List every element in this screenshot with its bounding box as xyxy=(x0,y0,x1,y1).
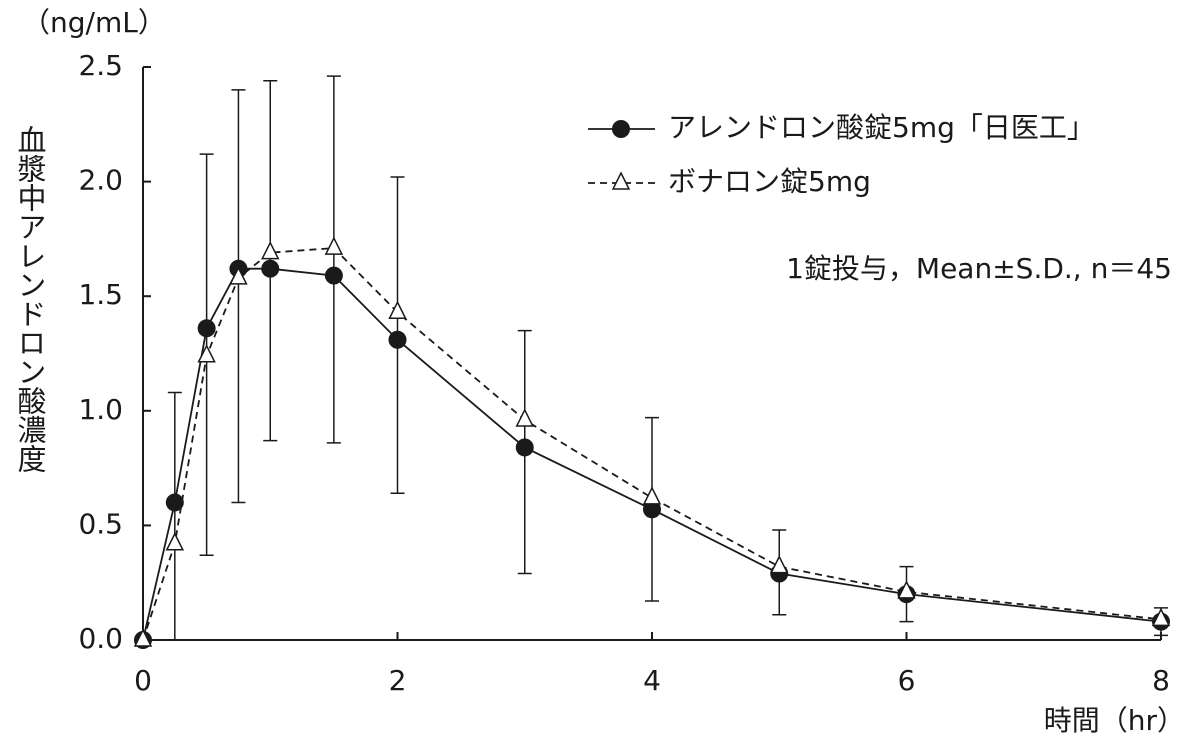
y-tick-label: 1.0 xyxy=(78,393,123,426)
y-tick-label: 2.5 xyxy=(78,49,123,82)
point xyxy=(197,344,216,363)
point xyxy=(643,500,661,519)
legend-label: アレンドロン酸錠5mg「日医工」 xyxy=(668,111,1095,144)
error-bar xyxy=(167,391,182,641)
point xyxy=(642,486,662,505)
point xyxy=(388,300,407,319)
x-tick-label: 2 xyxy=(389,664,407,697)
x-tick-label: 8 xyxy=(1152,664,1170,697)
point xyxy=(388,330,407,349)
point xyxy=(261,259,280,278)
point xyxy=(897,580,916,599)
y-axis-label: 血漿中アレンドロン酸濃度 xyxy=(13,125,47,473)
point xyxy=(324,266,343,285)
point xyxy=(165,532,185,551)
error-bar xyxy=(326,75,341,444)
point xyxy=(770,554,789,574)
error-bar xyxy=(231,89,246,504)
y-unit: （ng/mL） xyxy=(22,6,166,39)
point xyxy=(229,266,248,285)
y-tick-label: 1.5 xyxy=(78,278,123,311)
point xyxy=(1151,607,1171,627)
y-tick-label: 0.0 xyxy=(78,622,123,655)
y-tick-label: 2.0 xyxy=(78,164,123,197)
point xyxy=(515,408,534,427)
x-axis-label: 時間（hr） xyxy=(1044,704,1185,737)
legend-marker xyxy=(612,120,630,138)
legend-label: ボナロン錠5mg xyxy=(668,165,871,198)
point xyxy=(133,628,153,647)
x-tick-label: 0 xyxy=(134,664,152,697)
x-tick-label: 4 xyxy=(643,664,661,697)
x-tick-label: 6 xyxy=(898,664,916,697)
point xyxy=(165,493,184,512)
point xyxy=(261,240,280,260)
point xyxy=(515,438,534,457)
point xyxy=(197,319,216,338)
point xyxy=(324,236,344,255)
y-tick-label: 0.5 xyxy=(78,507,123,540)
legend-marker xyxy=(611,171,631,190)
annotation: 1錠投与，Mean±S.D., n＝45 xyxy=(786,252,1172,285)
